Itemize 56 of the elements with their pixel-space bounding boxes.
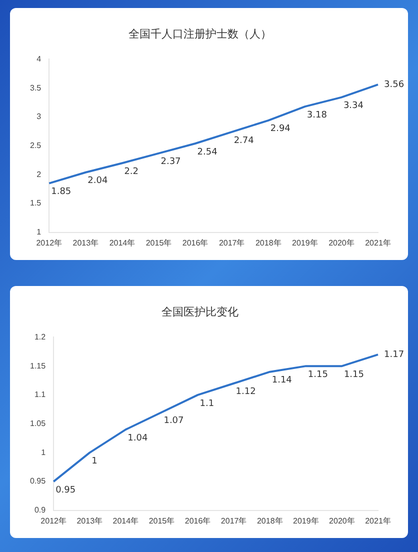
y-tick-label: 1.15 xyxy=(30,361,46,370)
x-tick-label: 2017年 xyxy=(220,516,247,526)
x-tick-label: 2016年 xyxy=(184,516,211,526)
data-label: 2.94 xyxy=(270,124,291,134)
data-label: 1.04 xyxy=(128,433,148,444)
data-label: 1.14 xyxy=(272,376,292,386)
x-tick-label: 2021年 xyxy=(365,516,391,526)
y-tick-label: 1.2 xyxy=(34,332,46,342)
data-label: 0.95 xyxy=(56,485,76,496)
data-label: 2.74 xyxy=(234,136,254,146)
data-label: 2.37 xyxy=(160,157,181,168)
y-tick-label: 3 xyxy=(36,112,42,122)
y-tick-label: 1.05 xyxy=(30,419,46,428)
x-tick-label: 2020年 xyxy=(329,516,355,526)
data-label: 2.54 xyxy=(197,147,218,158)
data-label: 1.15 xyxy=(344,370,364,380)
data-label: 2.04 xyxy=(88,176,108,186)
data-label: 1.1 xyxy=(200,398,214,409)
data-label: 3.56 xyxy=(384,80,404,90)
x-tick-label: 2018年 xyxy=(255,238,282,248)
x-tick-label: 2019年 xyxy=(292,238,318,248)
y-tick-label: 0.95 xyxy=(30,476,46,486)
data-label: 1.07 xyxy=(164,416,184,426)
data-label: 1.17 xyxy=(384,350,404,360)
x-tick-label: 2015年 xyxy=(148,516,175,526)
y-tick-label: 1 xyxy=(41,448,46,457)
y-tick-label: 2.5 xyxy=(30,141,42,150)
data-label: 3.18 xyxy=(306,110,328,120)
x-tick-label: 2019年 xyxy=(293,516,319,526)
y-tick-label: 2 xyxy=(36,170,42,179)
x-tick-label: 2012年 xyxy=(36,238,62,248)
data-label: 1 xyxy=(92,456,98,467)
y-tick-label: 1 xyxy=(36,228,42,237)
y-tick-label: 4 xyxy=(36,54,42,64)
data-label: 1.12 xyxy=(236,387,256,398)
y-tick-label: 0.9 xyxy=(34,506,46,515)
chart-title: 全国千人口注册护士数（人） xyxy=(128,27,272,40)
x-tick-label: 2013年 xyxy=(72,238,99,248)
data-label: 2.2 xyxy=(124,166,139,177)
x-tick-label: 2018年 xyxy=(256,516,283,526)
x-tick-label: 2014年 xyxy=(112,516,139,526)
data-label: 1.15 xyxy=(308,370,328,380)
x-tick-label: 2020年 xyxy=(328,238,354,248)
y-tick-label: 1.1 xyxy=(34,390,46,400)
data-label: 1.85 xyxy=(51,187,72,198)
x-tick-label: 2012年 xyxy=(40,516,66,526)
x-tick-label: 2014年 xyxy=(109,238,136,248)
x-tick-label: 2021年 xyxy=(365,238,391,248)
x-tick-label: 2013年 xyxy=(76,516,103,526)
x-tick-label: 2016年 xyxy=(182,238,208,248)
x-tick-label: 2015年 xyxy=(146,238,172,248)
x-tick-label: 2017年 xyxy=(218,238,245,248)
y-tick-label: 1.5 xyxy=(30,198,42,208)
y-tick-label: 3.5 xyxy=(30,83,42,92)
chart-title: 全国医护比变化 xyxy=(162,305,238,318)
data-label: 3.34 xyxy=(343,101,364,112)
